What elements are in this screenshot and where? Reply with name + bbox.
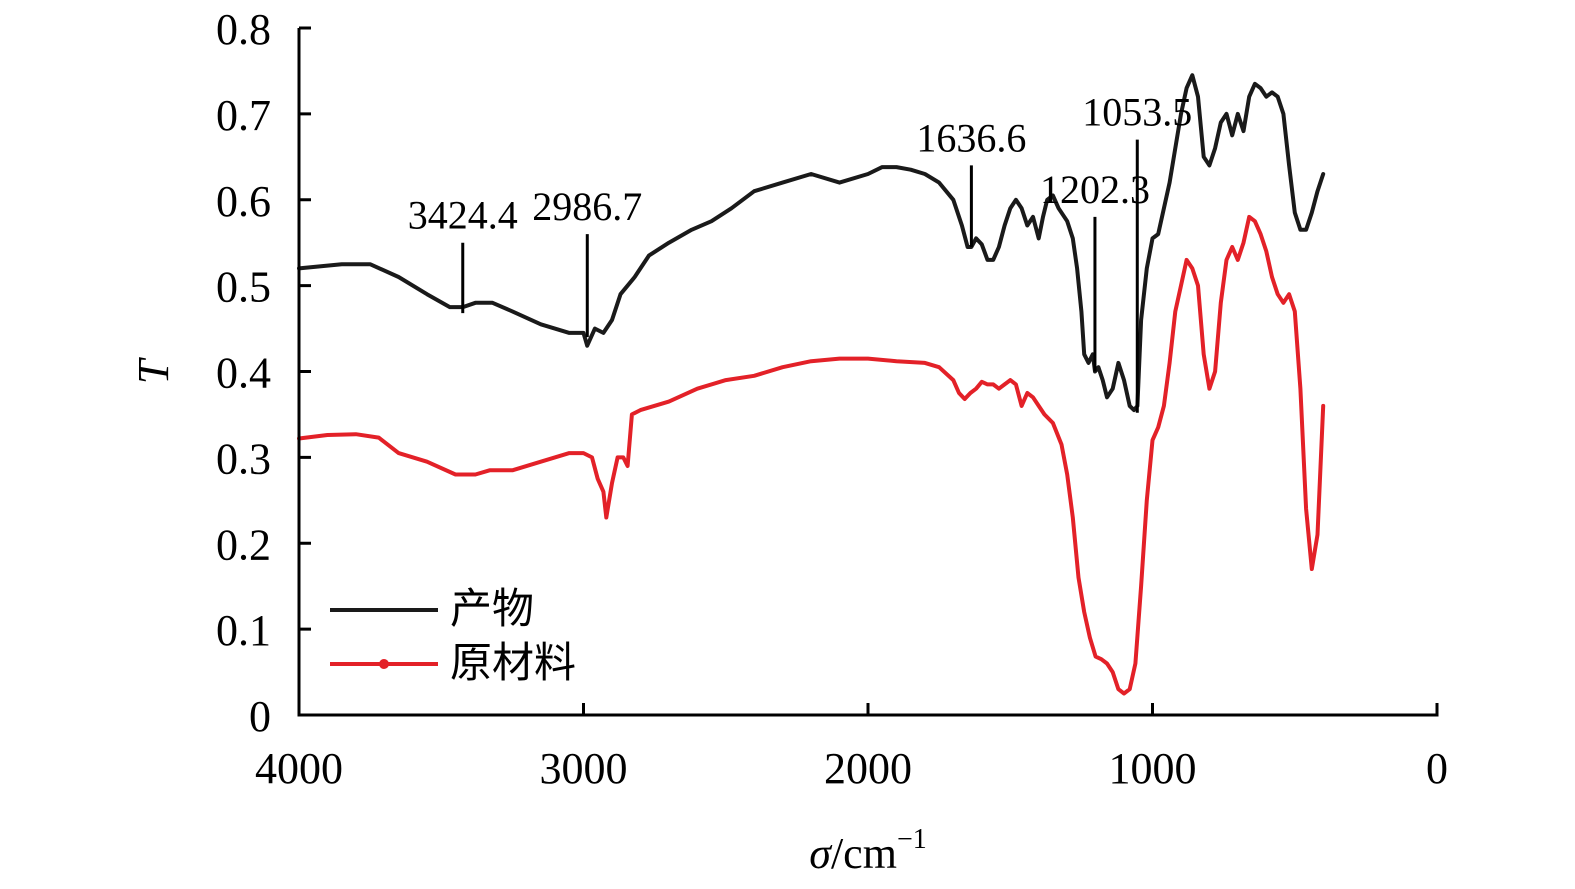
y-tick-label-1: 0.1 <box>216 606 271 655</box>
x-axis-title-sigma: σ <box>809 829 833 878</box>
x-axis-title-unit: /cm <box>831 829 897 878</box>
y-axis-title: T <box>129 356 178 384</box>
legend: 产物 原材料 <box>330 587 576 687</box>
x-tick-label-1: 3000 <box>540 744 628 793</box>
x-axis-title-superscript: −1 <box>897 824 927 855</box>
annotation-layer: 3424.4 2986.7 1636.6 1202.3 1053.5 <box>408 90 1192 413</box>
y-tick-label-2: 0.2 <box>216 520 271 569</box>
y-tick-label-8: 0.8 <box>216 5 271 54</box>
y-tick-label-4: 0.4 <box>216 349 271 398</box>
y-tick-label-5: 0.5 <box>216 263 271 312</box>
x-axis-title: σ/cm−1 <box>809 824 926 878</box>
y-tick-label-6: 0.6 <box>216 177 271 226</box>
legend-label-raw-material: 原材料 <box>450 641 576 687</box>
series-line-1 <box>297 214 1326 696</box>
series-line-0 <box>297 73 1326 413</box>
legend-marker-raw-material <box>379 659 389 669</box>
y-tick-label-0: 0 <box>249 692 271 741</box>
annotation-label-4: 1053.5 <box>1082 90 1192 135</box>
y-tick-label-7: 0.7 <box>216 91 271 140</box>
annotation-label-2: 1636.6 <box>916 115 1026 160</box>
series-layer <box>297 73 1326 696</box>
annotation-label-3: 1202.3 <box>1040 167 1150 212</box>
y-tick-label-3: 0.3 <box>216 434 271 483</box>
x-tick-label-4: 0 <box>1426 744 1448 793</box>
x-tick-label-0: 4000 <box>255 744 343 793</box>
legend-label-product: 产物 <box>450 587 534 633</box>
annotation-label-0: 3424.4 <box>408 193 518 238</box>
x-tick-label-3: 1000 <box>1109 744 1197 793</box>
x-tick-label-2: 2000 <box>824 744 912 793</box>
tick-layer: 4000 3000 2000 1000 0 0 0.1 0.2 0.3 0.4 0.5 0.6 0.7 0… <box>216 5 1448 793</box>
annotation-label-1: 2986.7 <box>532 184 642 229</box>
